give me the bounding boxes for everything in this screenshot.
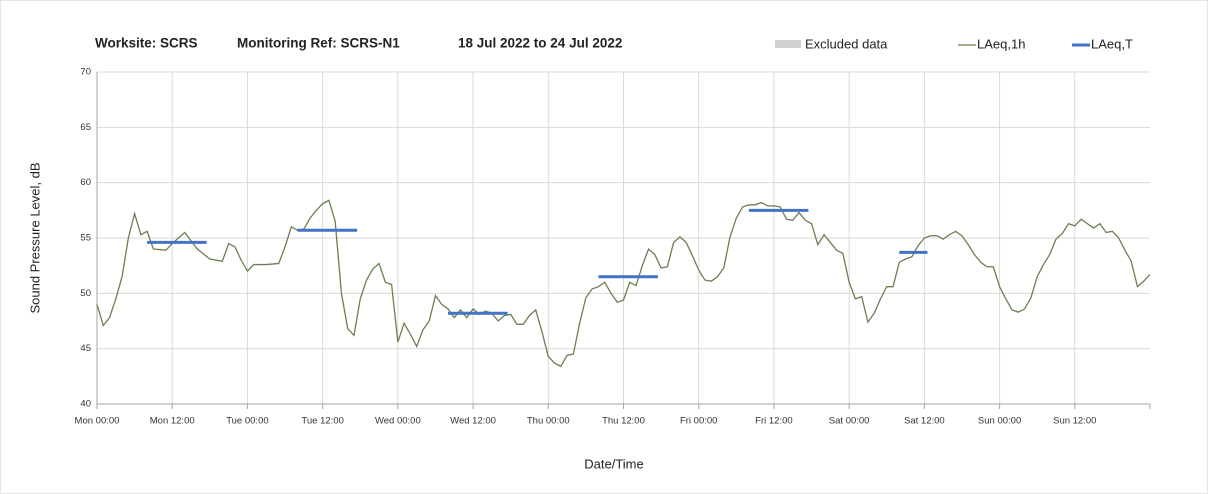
y-tick-label: 55 bbox=[80, 233, 91, 244]
y-tick-label: 50 bbox=[80, 288, 91, 299]
x-axis-label: Date/Time bbox=[584, 456, 643, 471]
legend-label: LAeq,T bbox=[1091, 36, 1133, 51]
x-tick-label: Fri 00:00 bbox=[680, 416, 718, 427]
legend-label: Excluded data bbox=[805, 36, 888, 51]
y-tick-label: 65 bbox=[80, 122, 91, 133]
x-tick-label: Thu 12:00 bbox=[602, 416, 645, 427]
x-tick-label: Mon 00:00 bbox=[75, 416, 120, 427]
x-tick-label: Wed 12:00 bbox=[450, 416, 496, 427]
legend-label: LAeq,1h bbox=[977, 36, 1025, 51]
y-axis-label: Sound Pressure Level, dB bbox=[27, 162, 42, 313]
y-tick-label: 60 bbox=[80, 177, 91, 188]
legend-swatch bbox=[775, 40, 801, 48]
x-tick-label: Thu 00:00 bbox=[527, 416, 570, 427]
y-tick-label: 45 bbox=[80, 343, 91, 354]
x-tick-label: Tue 12:00 bbox=[301, 416, 343, 427]
line-series bbox=[96, 199, 1151, 368]
title-worksite: Worksite: SCRS bbox=[95, 36, 198, 51]
x-tick-label: Sat 12:00 bbox=[904, 416, 945, 427]
x-tick-label: Mon 12:00 bbox=[150, 416, 195, 427]
x-tick-label: Wed 00:00 bbox=[375, 416, 421, 427]
y-tick-label: 70 bbox=[80, 67, 91, 78]
x-tick-label: Sat 00:00 bbox=[829, 416, 870, 427]
title-ref: Monitoring Ref: SCRS-N1 bbox=[237, 36, 400, 51]
x-tick-label: Tue 00:00 bbox=[226, 416, 268, 427]
x-tick-label: Fri 12:00 bbox=[755, 416, 793, 427]
x-tick-label: Sun 12:00 bbox=[1053, 416, 1096, 427]
y-tick-label: 40 bbox=[80, 399, 91, 410]
title-period: 18 Jul 2022 to 24 Jul 2022 bbox=[458, 36, 622, 51]
x-tick-label: Sun 00:00 bbox=[978, 416, 1021, 427]
